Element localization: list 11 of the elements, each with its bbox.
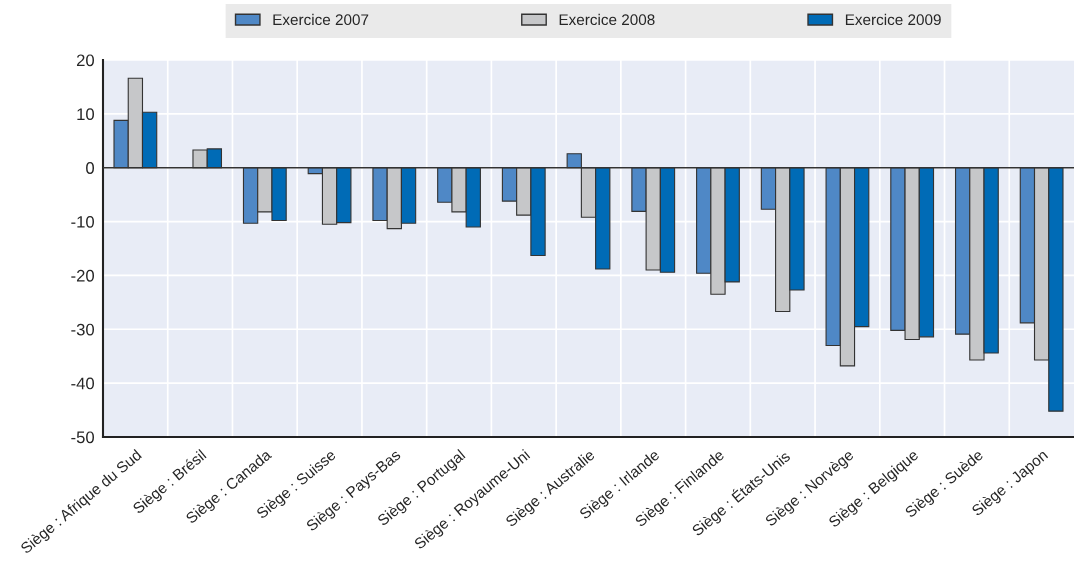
y-tick-label: -50 [71, 431, 95, 444]
y-tick-label: -10 [71, 215, 95, 228]
legend-label: Exercice 2007 [273, 13, 369, 26]
y-tick-label: -20 [71, 269, 95, 282]
y-tick-label: 0 [86, 162, 95, 174]
y-tick-label: 10 [77, 108, 95, 121]
y-tick-label: -30 [71, 323, 95, 336]
y-tick-label: -40 [71, 377, 95, 390]
legend-label: Exercice 2008 [559, 13, 655, 26]
legend-label: Exercice 2009 [845, 13, 941, 26]
y-tick-label: 20 [76, 54, 95, 67]
